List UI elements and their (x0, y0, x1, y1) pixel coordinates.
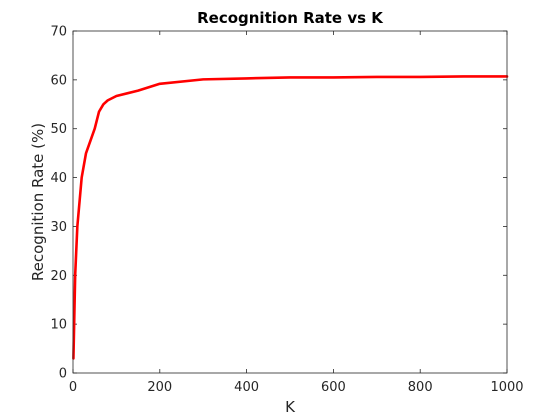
x-tick-label: 400 (234, 380, 259, 395)
x-tick-label: 200 (147, 380, 172, 395)
y-tick-label: 20 (50, 269, 67, 284)
x-tick-label: 800 (408, 380, 433, 395)
x-tick-label: 1000 (490, 380, 523, 395)
plot-area (73, 31, 507, 373)
x-tick-label: 0 (69, 380, 77, 395)
y-tick-label: 40 (50, 171, 67, 186)
chart-title: Recognition Rate vs K (197, 9, 384, 27)
tick-labels-group: 0 200 400 600 800 1000 0 10 20 30 40 50 60 70 (50, 25, 523, 396)
axes-box (72, 30, 508, 374)
x-axis-label: K (285, 398, 296, 416)
x-tick-label: 600 (321, 380, 346, 395)
y-tick-label: 70 (50, 25, 67, 40)
y-tick-label: 0 (59, 367, 67, 382)
y-tick-label: 10 (50, 318, 67, 333)
y-tick-label: 30 (50, 220, 67, 235)
y-axis-label: Recognition Rate (%) (29, 123, 47, 281)
series-line-0 (72, 75, 509, 360)
y-tick-label: 60 (50, 73, 67, 88)
y-tick-label: 50 (50, 122, 67, 137)
series-layer (72, 75, 509, 360)
